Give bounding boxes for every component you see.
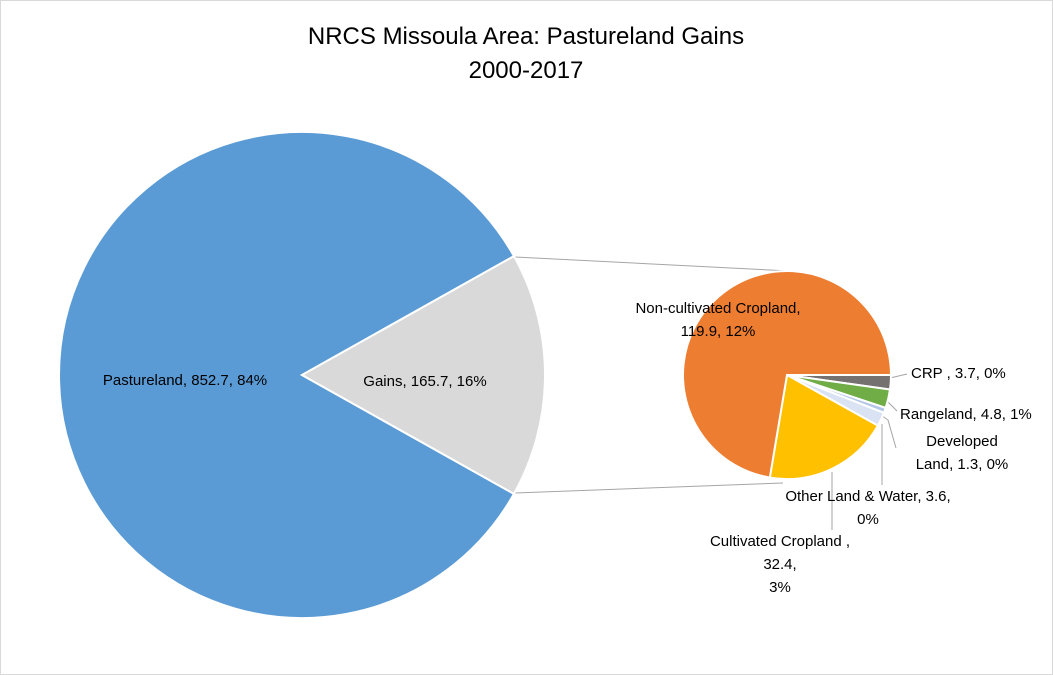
data-label: Other Land & Water, 3.6, 0% xyxy=(785,488,950,528)
pie-slice xyxy=(768,373,880,480)
data-label: Gains, 165.7, 16% xyxy=(363,373,486,390)
data-label: CRP , 3.7, 0% xyxy=(911,365,1006,382)
data-label: Cultivated Cropland , 32.4, 3% xyxy=(710,533,850,596)
pie-slice xyxy=(682,270,893,479)
data-label: Developed Land, 1.3, 0% xyxy=(916,433,1009,473)
data-label: Non-cultivated Cropland, 119.9, 12% xyxy=(635,300,800,340)
connector-line xyxy=(514,256,791,272)
pie-slice xyxy=(299,254,546,496)
data-label: Pastureland, 852.7, 84% xyxy=(103,372,267,389)
data-label: Rangeland, 4.8, 1% xyxy=(900,406,1032,423)
connector-line xyxy=(514,482,784,494)
leader-line xyxy=(889,373,908,379)
chart-title: NRCS Missoula Area: Pastureland Gains 200… xyxy=(308,23,744,84)
pie-slice xyxy=(58,131,516,619)
